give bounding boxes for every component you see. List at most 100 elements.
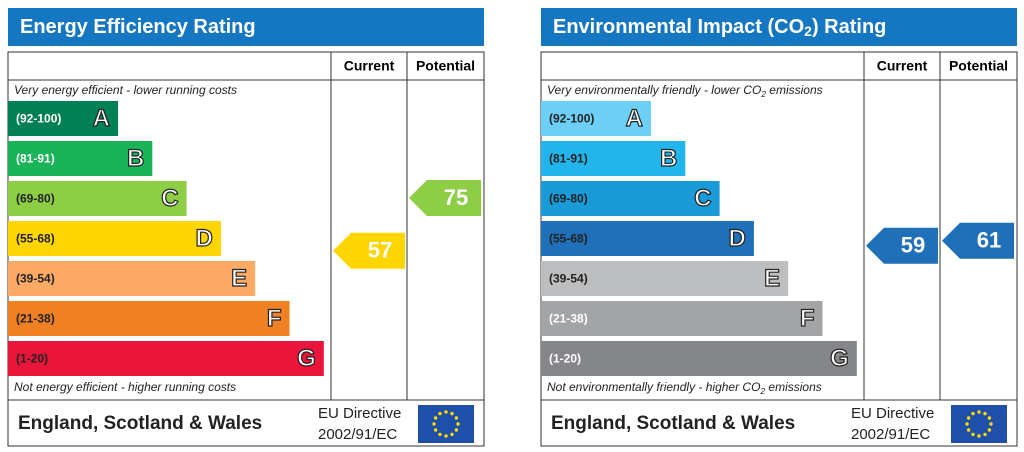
flag-star [444,410,448,414]
band-range: (21-38) [16,312,55,326]
arrow-shape [333,232,405,269]
panel-title: Energy Efficiency Rating [20,16,256,38]
column-header: Current [877,58,928,74]
band-range: (69-80) [16,192,55,206]
band-range: (39-54) [549,272,588,286]
flag-star [987,428,992,432]
band-range: (55-68) [549,232,588,246]
bottom-note-part: emissions [765,380,822,394]
band-letter: G [830,345,849,372]
band-range: (92-100) [549,112,594,126]
bottom-note: Not environmentally friendly - higher CO… [547,380,822,396]
arrow-value: 59 [901,233,925,258]
panel-title-part: Energy Efficiency Rating [20,16,256,38]
title-bar [541,8,1017,46]
panel-title-part: ) Rating [812,16,886,38]
band-range: (81-91) [549,152,588,166]
rating-band [8,101,118,136]
flag-star [450,432,454,437]
flag-star [454,428,459,432]
band-range: (69-80) [549,192,588,206]
rating-band [8,341,324,376]
rating-band [541,341,857,376]
band-letter: C [161,185,178,212]
footer-region: England, Scotland & Wales [18,413,262,434]
top-note-part: emissions [766,83,823,97]
flag-star [977,434,981,438]
rating-arrow: 75 [409,180,481,217]
top-note-part: Very energy efficient - lower running co… [14,83,237,97]
column-header: Potential [949,58,1008,74]
band-range: (1-20) [549,352,581,366]
rating-band [8,261,256,296]
footer-region: England, Scotland & Wales [551,413,795,434]
flag-star [983,411,987,416]
footer-code: 2002/91/EC [318,426,397,443]
flag-star [983,432,987,437]
flag-star [456,422,460,426]
rating-band [541,261,789,296]
footer-code: 2002/91/EC [851,426,930,443]
top-note: Very energy efficient - lower running co… [14,83,237,97]
column-header: Potential [416,58,475,74]
flag-star [989,422,993,426]
band-letter: B [127,145,144,172]
band-letter: A [626,105,643,132]
flag-star [433,416,438,420]
rating-band [541,301,823,336]
rating-arrow: 57 [333,232,405,269]
top-note-part: 2 [760,89,766,99]
flag-star [444,434,448,438]
rating-band [541,181,720,216]
top-note: Very environmentally friendly - lower CO… [547,83,823,99]
band-letter: E [231,265,247,292]
panel-title-part: 2 [804,23,812,39]
column-header: Current [344,58,395,74]
arrow-shape [409,180,481,217]
rating-band [8,301,290,336]
flag-star [966,416,971,420]
rating-arrow: 59 [866,227,938,264]
flag-star [454,416,459,420]
flag-star [432,422,436,426]
rating-band [541,141,686,176]
band-range: (21-38) [549,312,588,326]
bottom-note-part: 2 [759,386,765,396]
band-letter: E [764,265,780,292]
panel-title: Environmental Impact (CO2) Rating [553,16,886,38]
footer-directive: EU Directive [318,405,401,422]
flag-star [965,422,969,426]
band-range: (92-100) [16,112,61,126]
flag-star [966,428,971,432]
rating-band [8,141,153,176]
band-letter: G [297,345,316,372]
flag-star [971,411,975,416]
panel-title-part: Environmental Impact (CO [553,16,804,38]
flag-star [438,411,442,416]
bottom-note: Not energy efficient - higher running co… [14,380,236,394]
band-letter: D [729,225,746,252]
title-bar [8,8,484,46]
flag-star [971,432,975,437]
rating-band [541,101,651,136]
arrow-value: 75 [444,185,468,210]
rating-band [541,221,754,256]
flag-star [433,428,438,432]
arrow-shape [866,227,938,264]
arrow-shape [942,222,1014,259]
arrow-value: 57 [368,238,392,263]
rating-arrow: 61 [942,222,1014,259]
band-letter: F [267,305,282,332]
arrow-value: 61 [977,228,1001,253]
bottom-note-part: Not environmentally friendly - higher CO [547,380,760,394]
band-range: (1-20) [16,352,48,366]
band-letter: A [93,105,110,132]
band-range: (55-68) [16,232,55,246]
band-range: (39-54) [16,272,55,286]
flag-star [977,410,981,414]
flag-star [438,432,442,437]
rating-band [8,181,187,216]
flag-star [987,416,992,420]
flag-star [450,411,454,416]
